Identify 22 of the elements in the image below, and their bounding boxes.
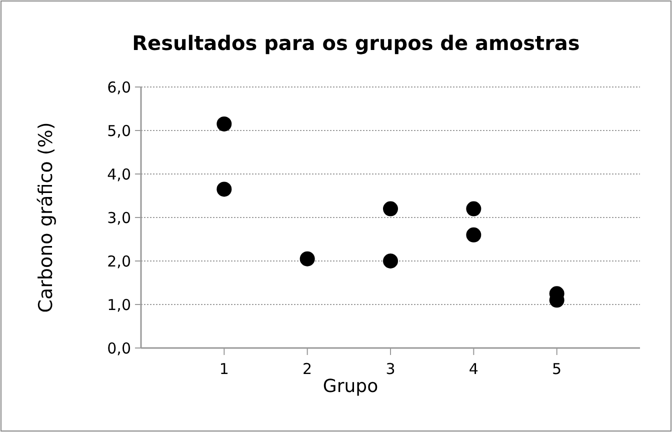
chart-title: Resultados para os grupos de amostras xyxy=(132,31,580,55)
point xyxy=(383,254,398,268)
y-tick-label: 5,0 xyxy=(107,122,131,140)
y-tick-label: 3,0 xyxy=(107,208,131,227)
point xyxy=(383,201,398,216)
point xyxy=(300,251,315,266)
y-tick-label: 0,0 xyxy=(107,339,131,358)
y-tick-label: 6,0 xyxy=(107,78,131,96)
x-tick-label: 4 xyxy=(468,360,478,378)
x-tick-label: 1 xyxy=(219,360,229,378)
point xyxy=(216,116,232,132)
y-tick-label: 1,0 xyxy=(107,296,131,314)
point xyxy=(466,201,482,216)
y-axis-title: Carbono gráfico (%) xyxy=(35,122,57,313)
point xyxy=(466,227,482,242)
x-tick-label: 5 xyxy=(552,360,562,378)
x-tick-label: 3 xyxy=(386,360,396,378)
y-tick-label: 2,0 xyxy=(107,252,131,270)
x-axis-title: Grupo xyxy=(322,376,378,397)
point xyxy=(216,182,232,197)
x-tick-label: 2 xyxy=(302,360,312,378)
y-tick-label: 4,0 xyxy=(107,165,131,184)
